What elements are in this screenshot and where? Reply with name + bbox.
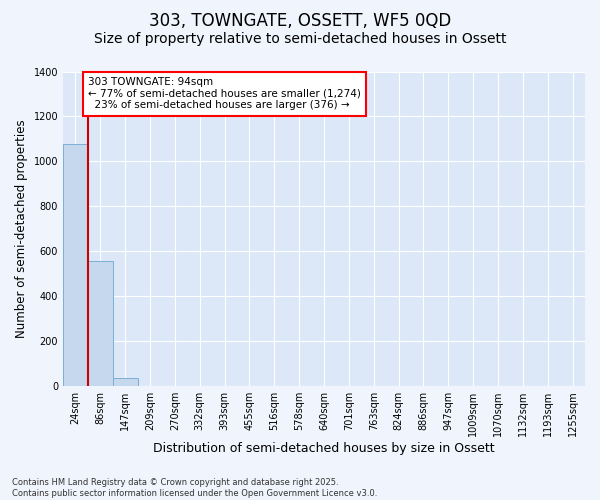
Text: Contains HM Land Registry data © Crown copyright and database right 2025.
Contai: Contains HM Land Registry data © Crown c… <box>12 478 377 498</box>
Y-axis label: Number of semi-detached properties: Number of semi-detached properties <box>15 120 28 338</box>
Text: Size of property relative to semi-detached houses in Ossett: Size of property relative to semi-detach… <box>94 32 506 46</box>
Bar <box>113 378 137 386</box>
Bar <box>88 261 113 386</box>
Bar <box>63 144 88 386</box>
X-axis label: Distribution of semi-detached houses by size in Ossett: Distribution of semi-detached houses by … <box>153 442 495 455</box>
Text: 303 TOWNGATE: 94sqm
← 77% of semi-detached houses are smaller (1,274)
  23% of s: 303 TOWNGATE: 94sqm ← 77% of semi-detach… <box>88 77 361 110</box>
Text: 303, TOWNGATE, OSSETT, WF5 0QD: 303, TOWNGATE, OSSETT, WF5 0QD <box>149 12 451 30</box>
